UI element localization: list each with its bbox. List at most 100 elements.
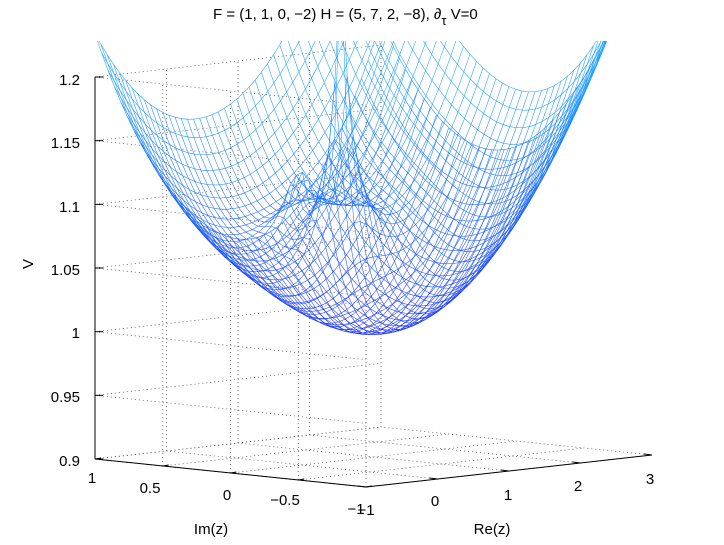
mesh-line <box>177 194 184 201</box>
mesh-line <box>398 69 406 90</box>
mesh-line <box>348 310 356 314</box>
mesh-line <box>194 168 201 171</box>
mesh-line <box>390 257 397 269</box>
mesh-line <box>279 41 283 45</box>
mesh-line <box>459 184 467 203</box>
mesh-line <box>407 144 415 156</box>
mesh-line <box>545 159 552 174</box>
mesh-line <box>181 164 190 180</box>
mesh-line <box>344 190 352 196</box>
mesh-line <box>353 212 361 225</box>
mesh-line <box>406 76 414 92</box>
mesh-line <box>411 89 419 110</box>
mesh-line <box>256 269 263 279</box>
mesh-line <box>351 299 359 306</box>
mesh-line <box>214 217 221 219</box>
mesh-line <box>386 97 393 109</box>
mesh-line <box>349 87 357 101</box>
mesh-line <box>208 228 216 238</box>
mesh-line <box>507 216 515 230</box>
mesh-line <box>465 204 473 222</box>
mesh-line <box>415 221 423 236</box>
mesh-line <box>324 70 331 83</box>
mesh-line <box>323 41 331 55</box>
mesh-line <box>608 22 614 37</box>
mesh-line <box>467 251 474 262</box>
mesh-line <box>232 218 240 227</box>
mesh-line <box>332 285 340 294</box>
mesh-line <box>465 182 473 196</box>
mesh-line <box>206 135 213 138</box>
mesh-line <box>238 216 246 219</box>
mesh-line <box>156 108 163 113</box>
mesh-line <box>347 125 355 141</box>
mesh-line <box>509 189 516 195</box>
mesh-line <box>339 271 347 280</box>
mesh-line <box>284 234 291 240</box>
mesh-line <box>395 181 403 190</box>
mesh-line <box>315 204 322 210</box>
mesh-line <box>482 253 490 260</box>
mesh-line <box>191 217 199 225</box>
mesh-line <box>373 133 380 145</box>
mesh-line <box>150 129 158 136</box>
mesh-line <box>326 298 333 304</box>
mesh-line <box>558 122 566 140</box>
mesh-line <box>491 185 498 188</box>
mesh-line <box>258 231 266 235</box>
mesh-line <box>251 229 259 233</box>
mesh-line <box>305 114 313 130</box>
mesh-line <box>469 53 477 62</box>
mesh-line <box>441 175 449 194</box>
mesh-line <box>237 180 245 194</box>
mesh-line <box>150 104 158 124</box>
mesh-line <box>360 121 368 138</box>
mesh-line <box>552 132 560 149</box>
mesh-line <box>299 88 306 100</box>
mesh-line <box>441 213 448 217</box>
mesh-line <box>353 202 361 213</box>
mesh-line <box>564 118 572 135</box>
mesh-line <box>515 184 522 191</box>
mesh-line <box>255 123 263 130</box>
mesh-line <box>484 186 492 205</box>
mesh-line <box>380 72 388 85</box>
mesh-line <box>525 195 533 208</box>
mesh-line <box>358 270 366 278</box>
x-tick-labels: −1 0 1 2 3 <box>357 471 654 519</box>
mesh-line <box>163 151 171 168</box>
mesh-line <box>477 242 484 247</box>
mesh-line <box>496 197 504 201</box>
mesh-line <box>273 281 280 284</box>
mesh-line <box>359 221 367 259</box>
mesh-line <box>403 187 411 204</box>
mesh-line <box>171 187 178 195</box>
mesh-line <box>187 136 195 155</box>
mesh-line <box>400 320 408 327</box>
mesh-line <box>389 205 397 213</box>
mesh-line <box>311 311 319 319</box>
mesh-line <box>378 225 386 239</box>
mesh-line <box>248 86 256 106</box>
mesh-line <box>455 278 462 281</box>
mesh-line <box>412 60 420 77</box>
mesh-line <box>201 212 209 216</box>
mesh-line <box>416 215 423 222</box>
mesh-line <box>608 20 615 37</box>
mesh-line <box>457 270 465 282</box>
mesh-line <box>139 141 147 154</box>
mesh-line <box>437 304 445 311</box>
mesh-line <box>348 313 356 323</box>
mesh-line <box>431 80 439 90</box>
mesh-line <box>226 196 233 198</box>
mesh-line <box>498 220 506 225</box>
mesh-line <box>458 139 466 154</box>
mesh-line <box>301 199 308 202</box>
mesh-line <box>483 91 491 97</box>
mesh-line <box>557 136 565 151</box>
mesh-line <box>300 294 308 302</box>
mesh-line <box>529 150 537 167</box>
mesh-line <box>375 323 383 329</box>
mesh-line <box>255 275 263 284</box>
mesh-line <box>459 220 467 237</box>
